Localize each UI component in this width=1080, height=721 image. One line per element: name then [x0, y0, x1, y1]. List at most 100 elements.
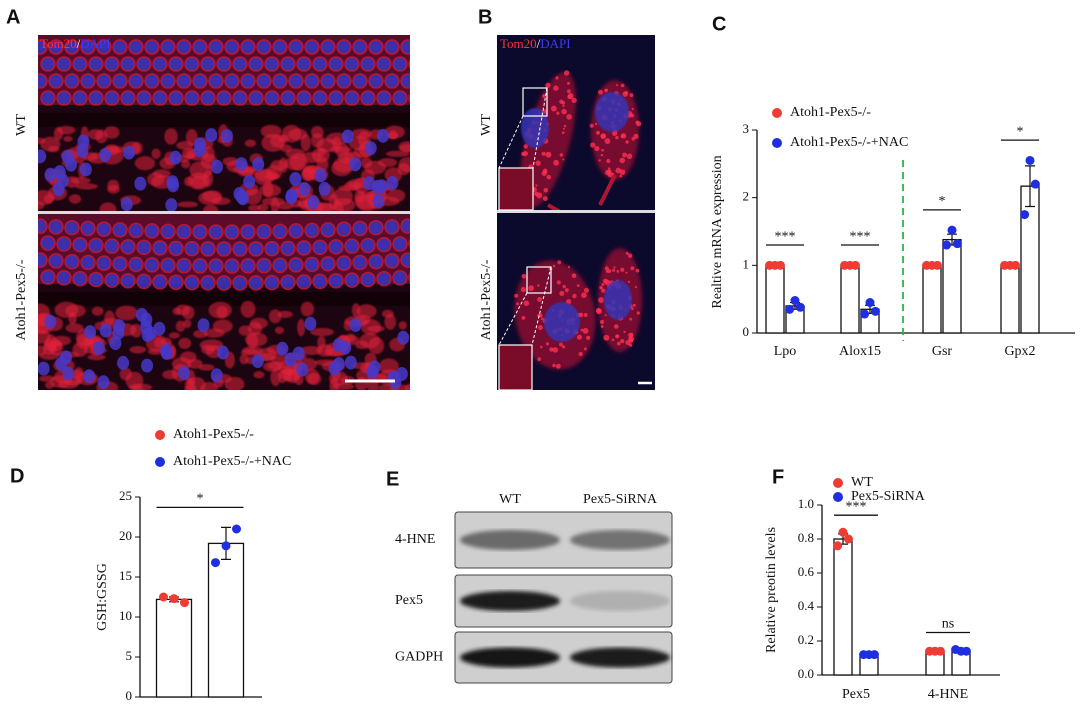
blot — [454, 631, 673, 684]
nucleus — [48, 39, 64, 55]
mitochondria — [387, 132, 399, 140]
nucleus — [352, 254, 368, 271]
nucleus — [276, 341, 289, 356]
mitochondria — [597, 89, 603, 95]
mitochondria — [598, 159, 601, 162]
nucleus — [135, 307, 148, 322]
data-point — [860, 309, 870, 319]
mitochondria — [87, 129, 104, 140]
nucleus — [349, 157, 362, 172]
nucleus — [56, 90, 72, 106]
nucleus — [320, 256, 336, 272]
mitochondria — [615, 135, 619, 140]
y-tick-label: 0.0 — [798, 666, 814, 681]
mitochondria — [297, 318, 306, 337]
mitochondria — [514, 293, 519, 298]
legend-marker — [155, 430, 165, 440]
nucleus — [344, 355, 357, 370]
mitochondria — [606, 169, 612, 175]
nucleus — [377, 128, 390, 143]
mitochondria — [198, 364, 215, 371]
mitochondria — [68, 194, 82, 204]
mitochondria — [538, 313, 543, 318]
mitochondria — [176, 140, 194, 150]
legend-marker — [833, 492, 843, 502]
nucleus — [88, 90, 104, 106]
mitochondria — [338, 184, 360, 192]
nucleus — [55, 356, 68, 371]
significance-label: ns — [942, 617, 954, 632]
mitochondria — [87, 354, 106, 361]
nucleus — [232, 90, 248, 106]
mitochondria — [535, 160, 541, 166]
nucleus — [192, 258, 208, 274]
mitochondria — [567, 81, 570, 85]
mitochondria — [244, 139, 257, 147]
nucleus — [224, 258, 240, 274]
nucleus — [184, 240, 200, 257]
nucleus — [52, 182, 65, 197]
mitochondria — [585, 335, 591, 341]
mitochondria — [553, 85, 559, 91]
mitochondria — [626, 153, 633, 159]
data-point — [169, 594, 179, 604]
legend-marker — [155, 457, 165, 467]
nucleus — [160, 223, 176, 240]
nucleus — [304, 222, 320, 239]
nucleus — [84, 325, 97, 340]
nucleus — [72, 90, 88, 106]
nucleus — [200, 90, 216, 106]
nucleus — [117, 355, 130, 370]
nucleus — [395, 366, 408, 381]
nucleus — [296, 274, 312, 290]
mitochondria — [521, 315, 526, 320]
nucleus — [368, 219, 384, 236]
mitochondria — [91, 306, 104, 316]
mitochondria — [552, 363, 556, 368]
mitochondria — [571, 97, 577, 104]
nucleus — [368, 39, 384, 55]
panel-letter: A — [6, 6, 20, 28]
nucleus — [48, 253, 64, 269]
nucleus — [152, 90, 168, 106]
mitochondria — [571, 273, 577, 279]
mitochondria — [384, 313, 397, 330]
nucleus — [264, 90, 280, 106]
y-tick-label: 0.6 — [798, 564, 815, 579]
nucleus — [79, 162, 92, 177]
mitochondria — [51, 335, 71, 346]
nucleus — [160, 73, 176, 89]
mitochondria — [262, 180, 274, 198]
nucleus — [112, 256, 128, 272]
y-tick-label: 15 — [119, 568, 132, 583]
nucleus — [160, 345, 173, 360]
nucleus — [40, 56, 56, 72]
nucleus — [80, 73, 96, 89]
nucleus — [332, 338, 345, 353]
mitochondria — [602, 278, 608, 284]
mitochondria — [103, 126, 120, 139]
mitochondria — [566, 114, 572, 120]
mitochondria — [385, 150, 410, 158]
data-point — [221, 541, 231, 551]
nucleus — [200, 56, 216, 72]
mitochondria — [545, 342, 550, 346]
nucleus — [360, 237, 376, 254]
mitochondria — [611, 338, 615, 342]
mitochondria — [203, 328, 225, 338]
mitochondria — [130, 323, 143, 338]
row-label: Atoh1-Pex5-/- — [479, 259, 494, 340]
nucleus — [352, 220, 368, 237]
nucleus — [96, 221, 112, 237]
bar — [840, 264, 860, 334]
row-label: 4-HNE — [395, 532, 435, 547]
nucleus — [344, 90, 360, 106]
mitochondria — [246, 333, 258, 349]
mitochondria — [537, 296, 543, 302]
x-tick-label: 4-HNE — [928, 687, 968, 702]
mitochondria — [58, 379, 79, 389]
mitochondria — [605, 88, 608, 92]
mitochondria — [559, 290, 565, 296]
mitochondria — [627, 280, 631, 283]
mitochondria — [563, 124, 567, 128]
